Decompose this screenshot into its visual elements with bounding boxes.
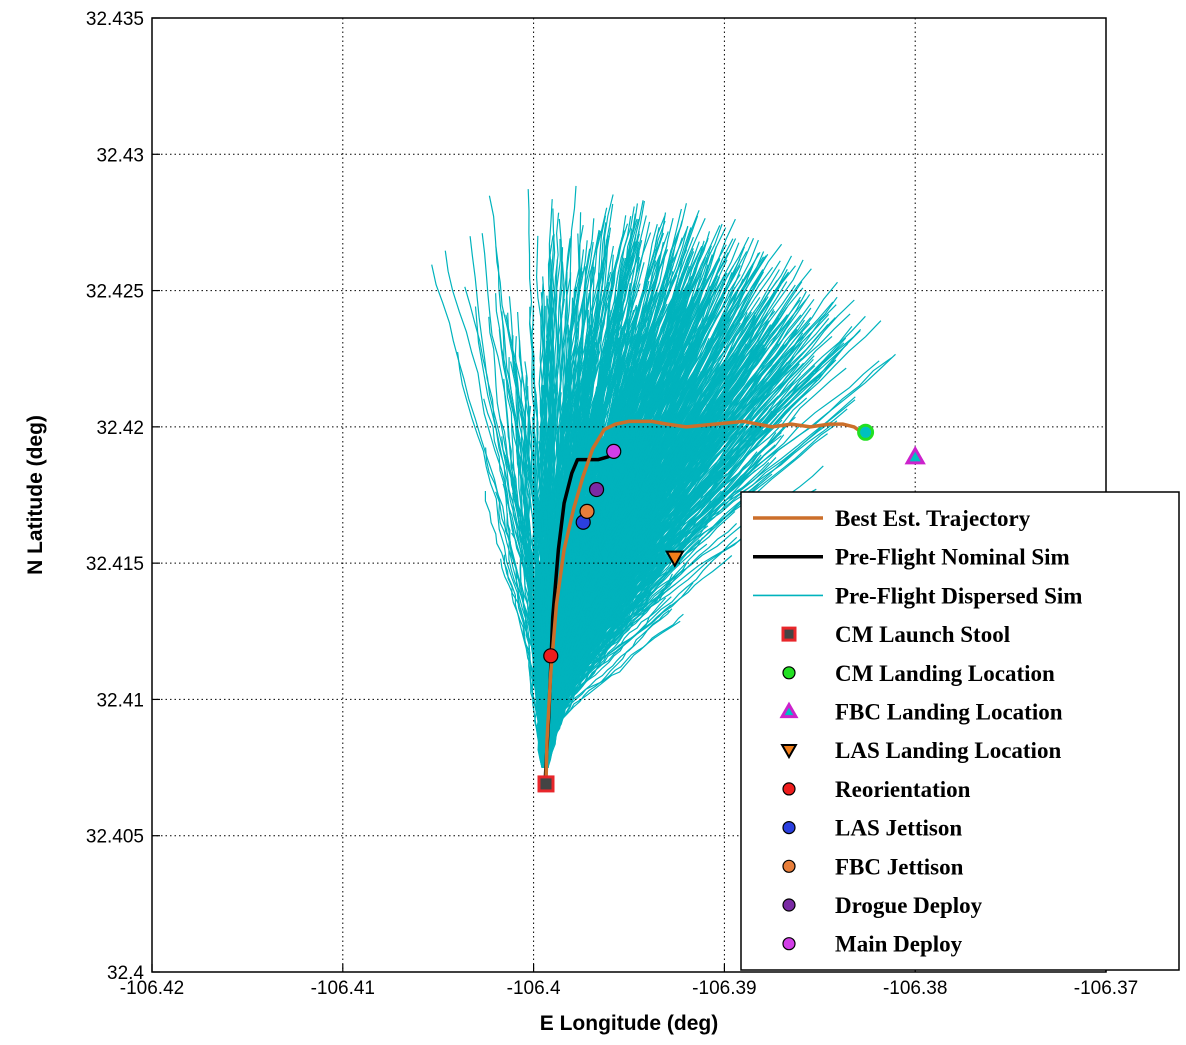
dispersed-trajectory-line bbox=[541, 458, 715, 768]
y-tick-label: 32.41 bbox=[96, 690, 144, 711]
legend-label: FBC Landing Location bbox=[835, 700, 1063, 725]
legend-swatch-las-jettison bbox=[782, 820, 796, 835]
legend-swatch-reorientation bbox=[782, 782, 796, 796]
dispersed-trajectory-line bbox=[546, 507, 665, 768]
legend-label: Pre-Flight Nominal Sim bbox=[835, 545, 1070, 570]
legend-label: CM Landing Location bbox=[835, 661, 1055, 686]
fbc-jettison-marker bbox=[579, 503, 595, 519]
dispersed-trajectory-line bbox=[546, 241, 700, 768]
y-tick-label: 32.435 bbox=[86, 9, 144, 30]
x-axis-label: E Longitude (deg) bbox=[540, 1012, 718, 1035]
legend-swatch-main-deploy bbox=[782, 937, 796, 951]
legend-label: FBC Jettison bbox=[835, 854, 964, 879]
y-tick-label: 32.42 bbox=[96, 418, 144, 439]
best-estimate-line bbox=[544, 419, 863, 784]
x-tick-label: -106.4 bbox=[507, 978, 561, 999]
legend-swatch-cm-landing-location bbox=[782, 666, 796, 680]
x-tick-label: -106.42 bbox=[120, 978, 184, 999]
legend-label: Pre-Flight Dispersed Sim bbox=[835, 583, 1082, 608]
dispersed-trajectory-line bbox=[541, 218, 595, 768]
dispersed-trajectory-line bbox=[543, 251, 748, 768]
dispersed-trajectory-line bbox=[542, 486, 593, 768]
legend-label: Drogue Deploy bbox=[835, 893, 983, 918]
cm-landing-location-marker bbox=[857, 423, 875, 441]
x-tick-label: -106.39 bbox=[692, 978, 756, 999]
legend-swatch-fbc-landing-location bbox=[779, 701, 799, 719]
legend-label: LAS Landing Location bbox=[835, 738, 1061, 763]
legend-box bbox=[740, 491, 1180, 971]
legend-label: CM Launch Stool bbox=[835, 622, 1010, 647]
dispersed-trajectory-line bbox=[539, 418, 644, 768]
x-tick-label: -106.38 bbox=[883, 978, 947, 999]
y-tick-label: 32.405 bbox=[86, 827, 144, 848]
x-tick-label: -106.37 bbox=[1074, 978, 1138, 999]
legend: Best Est. Trajectory Pre-Flight Nominal S… bbox=[740, 491, 1180, 971]
event-markers bbox=[537, 423, 926, 793]
reorientation-marker bbox=[543, 648, 559, 664]
grid bbox=[152, 18, 1106, 972]
drogue-deploy-marker bbox=[588, 481, 605, 498]
dispersed-trajectory-line bbox=[546, 554, 647, 768]
dispersed-trajectory-line bbox=[546, 596, 647, 768]
fbc-landing-location-marker bbox=[904, 445, 926, 465]
legend-label: Reorientation bbox=[835, 777, 971, 802]
y-tick-label: 32.425 bbox=[86, 282, 144, 303]
dispersed-trajectory-line bbox=[506, 522, 544, 768]
axis-ticks: -106.42 -106.41 -106.4 -106.39 -106.38 -106.3… bbox=[86, 9, 1138, 999]
dispersed-trajectory-line bbox=[547, 451, 758, 768]
legend-label: Best Est. Trajectory bbox=[835, 506, 1031, 531]
main-deploy-marker bbox=[606, 443, 622, 459]
legend-swatch-drogue-deploy bbox=[782, 898, 796, 912]
cm-launch-stool-marker bbox=[537, 775, 555, 793]
legend-label: LAS Jettison bbox=[835, 816, 962, 841]
legend-swatch-las-landing-location bbox=[780, 744, 798, 760]
y-tick-label: 32.415 bbox=[86, 554, 144, 575]
y-tick-label: 32.43 bbox=[96, 145, 144, 166]
legend-swatch-fbc-jettison bbox=[782, 859, 796, 873]
dispersed-trajectory-line bbox=[499, 418, 544, 768]
legend-label: Main Deploy bbox=[835, 932, 963, 957]
y-axis-label: N Latitude (deg) bbox=[24, 415, 47, 575]
dispersed-trajectory-line bbox=[542, 369, 699, 768]
y-tick-label: 32.4 bbox=[107, 963, 144, 984]
dispersed-trajectory-line bbox=[544, 586, 657, 768]
x-tick-label: -106.41 bbox=[311, 978, 375, 999]
legend-swatch-cm-launch-stool bbox=[781, 626, 797, 642]
las-landing-location-marker bbox=[665, 550, 685, 568]
